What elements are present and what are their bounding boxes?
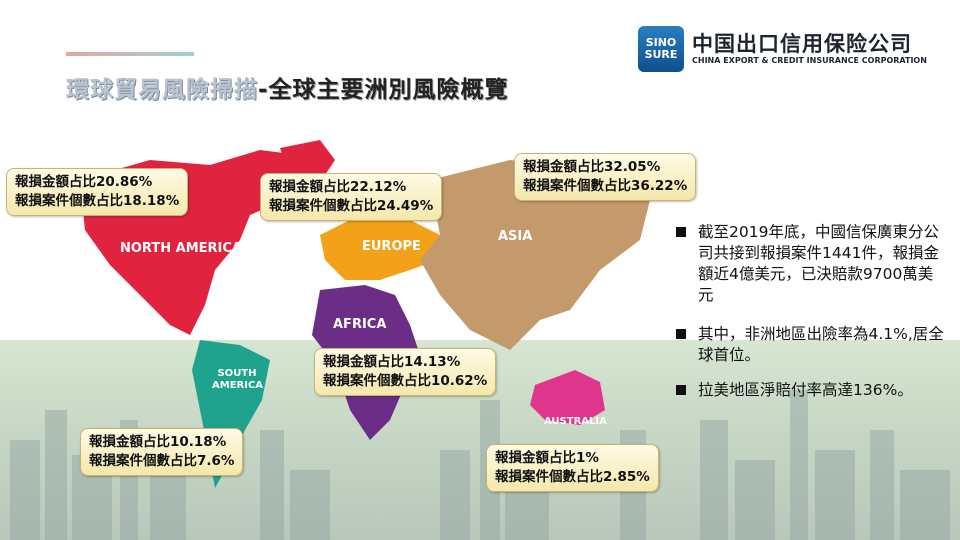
eu-amount: 報損金額占比22.12% <box>269 179 407 195</box>
square-bullet-icon <box>676 385 686 395</box>
note-item: 其中，非洲地區出險率為4.1%,居全球首位。 <box>676 324 946 366</box>
eu-cases: 報損案件個數占比24.49% <box>269 198 434 214</box>
label-south-america: SOUTH AMERICA <box>212 368 264 391</box>
square-bullet-icon <box>676 329 686 339</box>
note-item: 拉美地區淨賠付率高達136%。 <box>676 380 946 401</box>
sinosure-badge-icon: SINO SURE <box>638 26 684 72</box>
asia-shape <box>420 160 650 350</box>
label-australia: AUSTRALIA <box>544 416 607 427</box>
callout-north-america: 報損金額占比20.86% 報損案件個數占比18.18% <box>6 168 189 216</box>
sa-amount: 報損金額占比10.18% <box>89 434 227 450</box>
callout-australia: 報損金額占比1% 報損案件個數占比2.85% <box>486 444 659 492</box>
callout-south-america: 報損金額占比10.18% 報損案件個數占比7.6% <box>80 428 244 476</box>
title-part1: 環球貿易風險掃描 <box>66 77 258 103</box>
africa-amount: 報損金額占比14.13% <box>323 354 461 370</box>
asia-cases: 報損案件個數占比36.22% <box>523 178 688 194</box>
africa-cases: 報損案件個數占比10.62% <box>323 373 488 389</box>
label-north-america: NORTH AMERICA <box>120 241 242 256</box>
au-cases: 報損案件個數占比2.85% <box>495 469 650 485</box>
logo-english-name: CHINA EXPORT & CREDIT INSURANCE CORPORAT… <box>692 56 927 65</box>
company-logo: SINO SURE 中国出口信用保险公司 CHINA EXPORT & CREDI… <box>638 26 938 74</box>
australia-shape <box>530 370 605 425</box>
title-accent-line <box>66 52 194 56</box>
title-part2: -全球主要洲別風險概覽 <box>258 77 509 103</box>
sa-cases: 報損案件個數占比7.6% <box>89 453 235 469</box>
asia-amount: 報損金額占比32.05% <box>523 159 661 175</box>
au-amount: 報損金額占比1% <box>495 450 599 466</box>
label-africa: AFRICA <box>333 317 387 332</box>
callout-asia: 報損金額占比32.05% 報損案件個數占比36.22% <box>514 153 697 201</box>
callout-europe: 報損金額占比22.12% 報損案件個數占比24.49% <box>260 173 443 221</box>
logo-chinese-name: 中国出口信用保险公司 <box>692 32 912 56</box>
label-asia: ASIA <box>498 229 533 244</box>
notes-list: 截至2019年底，中國信保廣東分公司共接到報損案件1441件，報損金額近4億美元… <box>676 222 946 415</box>
slide-title: 環球貿易風險掃描-全球主要洲別風險概覽 <box>66 70 509 104</box>
europe-shape <box>320 215 440 280</box>
square-bullet-icon <box>676 227 686 237</box>
note-item: 截至2019年底，中國信保廣東分公司共接到報損案件1441件，報損金額近4億美元… <box>676 222 946 306</box>
callout-africa: 報損金額占比14.13% 報損案件個數占比10.62% <box>314 348 497 396</box>
na-cases: 報損案件個數占比18.18% <box>15 193 180 209</box>
na-amount: 報損金額占比20.86% <box>15 174 153 190</box>
label-europe: EUROPE <box>362 239 421 254</box>
